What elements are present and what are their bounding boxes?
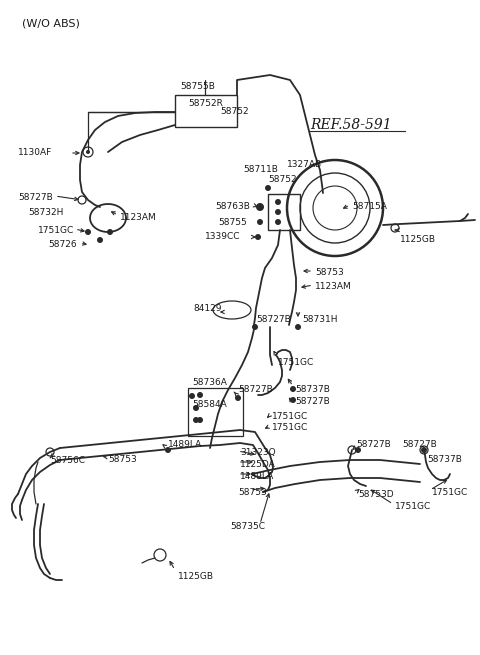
Text: 1125GB: 1125GB (178, 572, 214, 581)
Text: 1339CC: 1339CC (205, 232, 240, 241)
Bar (188, 388, 243, 436)
Circle shape (290, 397, 296, 403)
Circle shape (193, 405, 199, 411)
Text: 58727B: 58727B (18, 193, 53, 202)
Text: 1123AM: 1123AM (315, 282, 352, 291)
Text: 58727B: 58727B (238, 385, 273, 394)
Circle shape (85, 229, 91, 235)
Text: 31323Q: 31323Q (240, 448, 276, 457)
Text: 58735C: 58735C (230, 522, 265, 531)
Circle shape (421, 447, 427, 453)
Text: 1751GC: 1751GC (38, 226, 74, 235)
Text: 58727B: 58727B (295, 397, 330, 406)
Text: 58726: 58726 (48, 240, 77, 249)
Text: 58727B: 58727B (356, 440, 391, 449)
Circle shape (256, 203, 264, 211)
Text: 58752: 58752 (268, 175, 297, 184)
Text: 58737B: 58737B (427, 455, 462, 464)
Text: 1751GC: 1751GC (278, 358, 314, 367)
Circle shape (235, 395, 241, 401)
Bar (268, 194, 300, 230)
Text: 1489LA: 1489LA (168, 440, 202, 449)
Text: 58584A: 58584A (192, 400, 227, 409)
Circle shape (295, 324, 301, 330)
Text: 58753: 58753 (108, 455, 137, 464)
Text: 1130AF: 1130AF (18, 148, 52, 157)
Text: 1125GB: 1125GB (400, 235, 436, 244)
Text: 58756C: 58756C (50, 456, 85, 465)
Text: 1123AM: 1123AM (120, 213, 157, 222)
Circle shape (107, 229, 113, 235)
Circle shape (189, 393, 195, 399)
Circle shape (257, 219, 263, 225)
Text: 58737B: 58737B (295, 385, 330, 394)
Text: 84129: 84129 (193, 304, 221, 313)
Text: 58755: 58755 (218, 218, 247, 227)
Text: 58711B: 58711B (243, 165, 278, 174)
Text: 58715A: 58715A (352, 202, 387, 211)
Text: 58753D: 58753D (358, 490, 394, 499)
Bar (175, 95, 237, 127)
Circle shape (355, 447, 361, 453)
Circle shape (275, 219, 281, 225)
Text: 1751GC: 1751GC (432, 488, 468, 497)
Circle shape (265, 185, 271, 191)
Text: 1751GC: 1751GC (272, 423, 308, 432)
Text: 1327AB: 1327AB (287, 160, 322, 169)
Text: 58732H: 58732H (28, 208, 63, 217)
Circle shape (97, 237, 103, 243)
Text: 1489LA: 1489LA (240, 472, 274, 481)
Circle shape (290, 386, 296, 392)
Circle shape (252, 324, 258, 330)
Circle shape (255, 234, 261, 240)
Text: 1751GC: 1751GC (395, 502, 431, 511)
Text: 58731H: 58731H (302, 315, 337, 324)
Circle shape (165, 447, 171, 453)
Text: REF.58-591: REF.58-591 (310, 118, 392, 132)
Text: 58752: 58752 (220, 107, 249, 116)
Circle shape (193, 417, 199, 423)
Text: 1125DA: 1125DA (240, 460, 276, 469)
Text: 58736A: 58736A (192, 378, 227, 387)
Text: (W/O ABS): (W/O ABS) (22, 18, 80, 28)
Circle shape (86, 150, 90, 154)
Text: 58763B: 58763B (215, 202, 250, 211)
Circle shape (197, 392, 203, 398)
Circle shape (275, 199, 281, 205)
Text: 58753: 58753 (238, 488, 267, 497)
Text: 58753: 58753 (315, 268, 344, 277)
Text: 1751GC: 1751GC (272, 412, 308, 421)
Circle shape (275, 209, 281, 215)
Circle shape (197, 417, 203, 423)
Text: 58755B: 58755B (180, 82, 215, 91)
Text: 58727B: 58727B (402, 440, 437, 449)
Text: 58752R: 58752R (188, 99, 223, 108)
Text: 58727B: 58727B (256, 315, 291, 324)
